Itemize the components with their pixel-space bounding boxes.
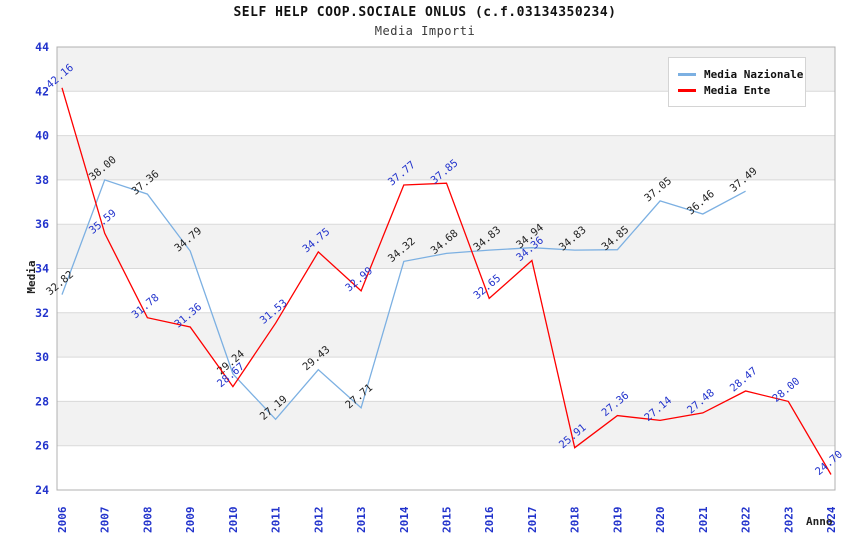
plot-band — [57, 179, 835, 225]
y-tick-label: 40 — [35, 129, 49, 143]
x-tick-label: 2023 — [782, 507, 795, 534]
legend-label: Media Ente — [704, 84, 771, 97]
legend: Media Nazionale Media Ente — [668, 57, 806, 107]
x-tick-label: 2019 — [611, 507, 624, 534]
y-axis-title: Media — [25, 260, 38, 294]
x-tick-label: 2006 — [56, 506, 69, 533]
plot-band — [57, 445, 835, 490]
legend-line-swatch-ente — [678, 89, 696, 92]
y-tick-label: 36 — [35, 217, 49, 231]
x-tick-label: 2008 — [141, 507, 154, 534]
x-tick-label: 2013 — [355, 507, 368, 534]
x-tick-label: 2021 — [697, 506, 710, 533]
x-tick-label: 2011 — [270, 506, 283, 533]
x-tick-label: 2016 — [483, 506, 496, 533]
x-tick-label: 2015 — [441, 507, 454, 534]
y-tick-label: 42 — [35, 84, 49, 98]
x-tick-label: 2007 — [99, 507, 112, 534]
y-tick-label: 44 — [35, 40, 49, 54]
y-tick-label: 24 — [35, 483, 49, 497]
plot-band — [57, 357, 835, 402]
y-tick-label: 26 — [35, 439, 49, 453]
y-tick-label: 28 — [35, 394, 49, 408]
y-tick-label: 30 — [35, 350, 49, 364]
series-line-media-nazionale — [61, 179, 746, 421]
plot-band — [57, 401, 835, 446]
series-line-media-ente — [61, 87, 832, 475]
y-tick-label: 38 — [35, 173, 49, 187]
plot-band — [57, 268, 835, 313]
x-tick-label: 2014 — [398, 506, 411, 533]
chart-subtitle: Media Importi — [374, 24, 476, 38]
x-tick-label: 2010 — [227, 507, 240, 534]
x-tick-label: 2009 — [184, 507, 197, 534]
plot-band — [57, 312, 835, 358]
plot-border — [56, 46, 836, 491]
x-tick-label: 2020 — [654, 507, 667, 534]
x-tick-label: 2012 — [312, 507, 325, 534]
x-tick-label: 2017 — [526, 507, 539, 534]
legend-item-media-nazionale: Media Nazionale — [678, 68, 803, 81]
plot-band — [57, 135, 835, 180]
x-tick-label: 2024 — [825, 506, 838, 533]
y-tick-label: 34 — [35, 262, 49, 276]
chart-title: SELF HELP COOP.SOCIALE ONLUS (c.f.031343… — [233, 5, 617, 20]
legend-item-media-ente: Media Ente — [678, 84, 796, 97]
x-tick-label: 2018 — [569, 507, 582, 534]
y-tick-label: 32 — [35, 306, 49, 320]
x-tick-label: 2022 — [740, 507, 753, 534]
legend-label: Media Nazionale — [704, 68, 804, 81]
legend-line-swatch-nazionale — [678, 73, 696, 76]
x-axis-title: Anno — [806, 515, 833, 528]
